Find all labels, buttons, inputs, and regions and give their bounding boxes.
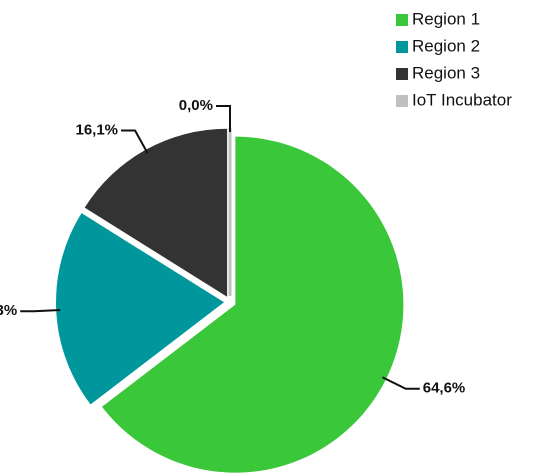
leader-line: [20, 309, 61, 313]
data-label: 0,0%: [179, 97, 213, 114]
pie-slice: [84, 128, 228, 297]
legend-label: IoT Incubator: [412, 90, 512, 109]
legend-label: Region 1: [412, 9, 480, 28]
legend-swatch: [396, 41, 408, 53]
leader-line: [216, 105, 231, 132]
legend-label: Region 3: [412, 63, 480, 82]
legend-label: Region 2: [412, 36, 480, 55]
legend-swatch: [396, 14, 408, 26]
pie-slice: [56, 213, 225, 405]
legend-swatch: [396, 68, 408, 80]
data-label: 64,6%: [423, 380, 466, 397]
data-label: 16,1%: [75, 122, 118, 139]
leader-line: [121, 129, 149, 154]
pie-slice: [101, 136, 404, 473]
leader-line: [381, 376, 420, 390]
legend-swatch: [396, 95, 408, 107]
data-label: 19,3%: [0, 302, 17, 319]
